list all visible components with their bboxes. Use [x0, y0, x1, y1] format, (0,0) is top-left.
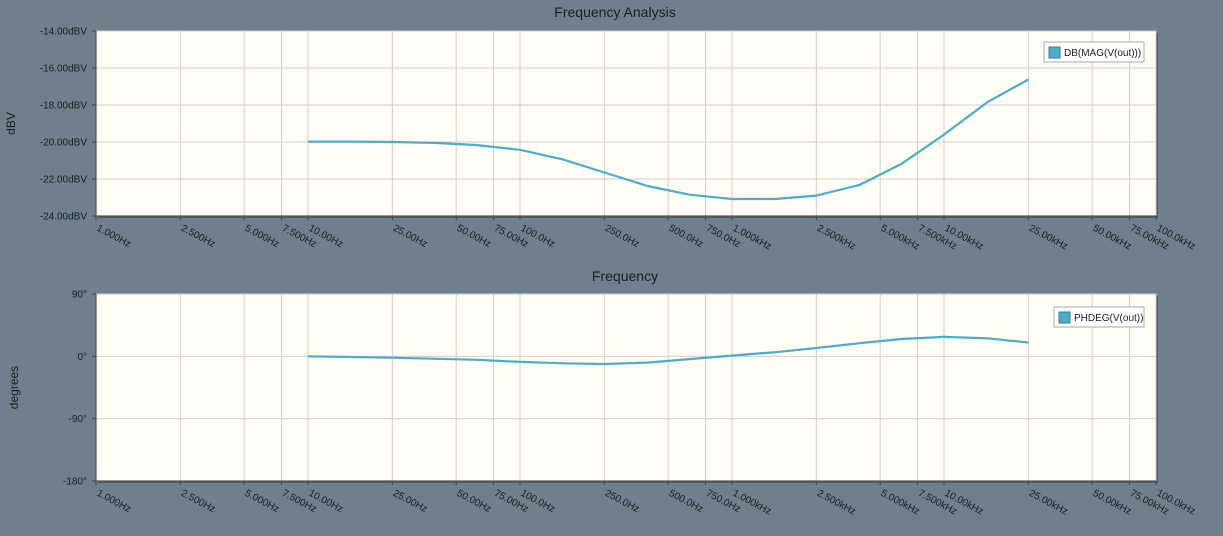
- x-tick-label: 1.000Hz: [95, 488, 133, 515]
- x-tick-label: 50.00Hz: [455, 488, 493, 515]
- x-tick-label: 25.00kHz: [1027, 223, 1069, 253]
- x-tick-label: 2.500kHz: [815, 223, 857, 253]
- x-tick-label: 1.000Hz: [95, 223, 133, 250]
- x-tick-label: 500.0Hz: [667, 488, 705, 515]
- x-tick-label: 25.00Hz: [391, 223, 429, 250]
- x-tick-label: 2.500kHz: [815, 488, 857, 518]
- y-tick-label: -16.00dBV: [40, 64, 88, 75]
- plot-area: [95, 293, 1157, 482]
- y-tick-label: -14.00dBV: [40, 27, 88, 38]
- y-tick-label: -90°: [69, 414, 87, 425]
- y-tick-label: 0°: [77, 352, 87, 363]
- x-tick-label: 2.500Hz: [179, 488, 217, 515]
- x-tick-label: 50.00kHz: [1091, 488, 1133, 518]
- y-axis-label: dBV: [4, 112, 18, 135]
- legend-swatch: [1058, 311, 1071, 324]
- y-tick-label: 90°: [72, 290, 87, 301]
- x-tick-label: 5.000kHz: [879, 488, 921, 518]
- x-tick-label: 25.00Hz: [391, 488, 429, 515]
- x-tick-label: 250.0Hz: [603, 488, 641, 515]
- x-tick-label: 250.0Hz: [603, 223, 641, 250]
- x-tick-label: 5.000Hz: [243, 223, 281, 250]
- x-tick-label: 50.00Hz: [455, 223, 493, 250]
- legend-box: [1043, 41, 1145, 63]
- legend-swatch: [1048, 46, 1061, 59]
- y-tick-label: -22.00dBV: [40, 175, 88, 186]
- legend: PHDEG(V(out)): [1053, 306, 1145, 328]
- window-title: Frequency Analysis: [554, 4, 675, 20]
- series-line: [307, 335, 1029, 366]
- legend-box: [1053, 306, 1145, 328]
- legend-label: PHDEG(V(out)): [1074, 313, 1143, 324]
- plot-area: [95, 30, 1157, 217]
- y-tick-label: -180°: [63, 477, 87, 488]
- magnitude-chart-xlabel: Frequency: [592, 268, 658, 284]
- x-tick-label: 25.00kHz: [1027, 488, 1069, 518]
- legend: DB(MAG(V(out))): [1043, 41, 1145, 63]
- y-axis-label: degrees: [7, 366, 21, 409]
- y-tick-label: -20.00dBV: [40, 138, 88, 149]
- x-tick-label: 500.0Hz: [667, 223, 705, 250]
- x-tick-label: 5.000Hz: [243, 488, 281, 515]
- y-tick-label: -18.00dBV: [40, 101, 88, 112]
- x-tick-label: 5.000kHz: [879, 223, 921, 253]
- x-tick-label: 2.500Hz: [179, 223, 217, 250]
- legend-label: DB(MAG(V(out))): [1064, 48, 1141, 59]
- y-tick-label: -24.00dBV: [40, 212, 88, 223]
- series-line: [308, 78, 1029, 201]
- x-tick-label: 50.00kHz: [1091, 223, 1133, 253]
